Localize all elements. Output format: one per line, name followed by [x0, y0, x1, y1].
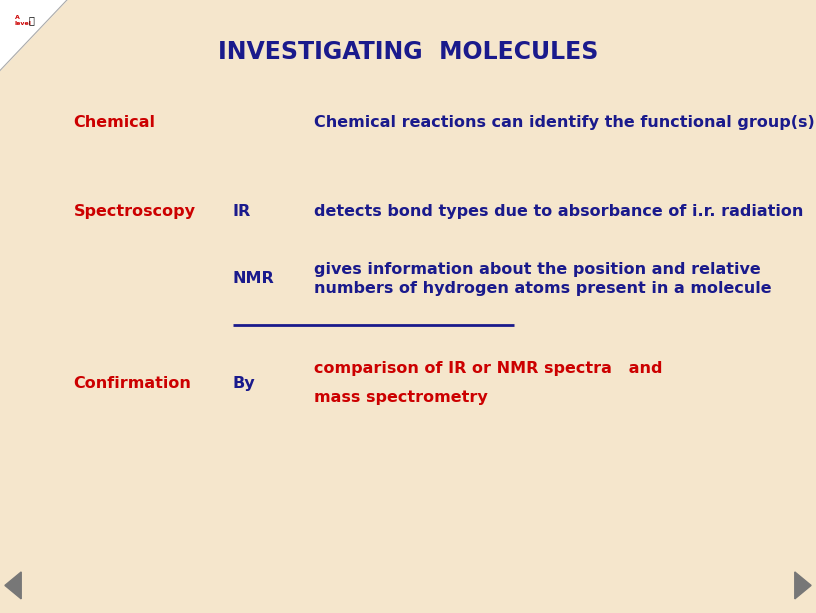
Polygon shape: [0, 0, 67, 70]
Text: detects bond types due to absorbance of i.r. radiation: detects bond types due to absorbance of …: [314, 204, 804, 219]
Text: By: By: [233, 376, 255, 390]
Text: comparison of IR or NMR spectra   and: comparison of IR or NMR spectra and: [314, 361, 663, 376]
Text: gives information about the position and relative
numbers of hydrogen atoms pres: gives information about the position and…: [314, 262, 772, 296]
Text: Chemical: Chemical: [73, 115, 155, 130]
Text: INVESTIGATING  MOLECULES: INVESTIGATING MOLECULES: [218, 40, 598, 64]
Polygon shape: [795, 572, 811, 599]
Text: Spectroscopy: Spectroscopy: [73, 204, 196, 219]
Text: mass spectrometry: mass spectrometry: [314, 390, 488, 405]
Text: NMR: NMR: [233, 272, 274, 286]
Text: Confirmation: Confirmation: [73, 376, 191, 390]
Text: A
level: A level: [15, 15, 32, 26]
Polygon shape: [5, 572, 21, 599]
Text: 🌿: 🌿: [29, 15, 34, 25]
Text: Chemical reactions can identify the functional group(s) present.: Chemical reactions can identify the func…: [314, 115, 816, 130]
Text: IR: IR: [233, 204, 251, 219]
